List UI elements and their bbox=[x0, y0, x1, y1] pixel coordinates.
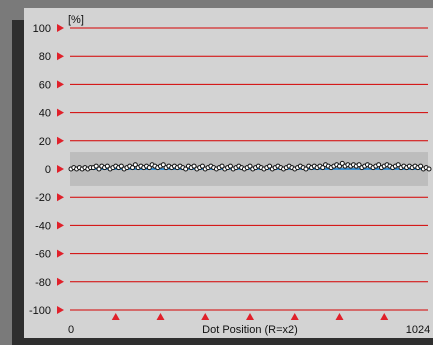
y-tick-marker bbox=[57, 193, 64, 202]
x-position-marker bbox=[246, 313, 254, 320]
y-tick-label: -80 bbox=[35, 277, 51, 289]
data-point bbox=[96, 166, 102, 172]
data-point bbox=[132, 162, 138, 168]
y-tick-marker bbox=[57, 136, 64, 145]
data-point bbox=[219, 163, 225, 169]
y-tick-marker bbox=[57, 80, 64, 89]
data-point bbox=[191, 163, 197, 169]
y-tick-label: 100 bbox=[33, 23, 51, 35]
data-point bbox=[395, 162, 401, 168]
y-tick-label: 40 bbox=[39, 108, 51, 120]
y-tick-label: 60 bbox=[39, 79, 51, 91]
x-position-marker bbox=[111, 313, 120, 320]
data-point bbox=[320, 165, 326, 171]
data-point bbox=[247, 163, 253, 169]
y-tick-marker bbox=[57, 277, 64, 286]
y-tick-marker bbox=[57, 24, 64, 32]
data-point bbox=[418, 163, 424, 169]
data-point bbox=[426, 166, 432, 172]
y-tick-marker bbox=[57, 221, 64, 230]
data-point bbox=[337, 163, 342, 169]
x-position-marker bbox=[156, 313, 165, 320]
data-point bbox=[118, 163, 124, 169]
data-point bbox=[160, 162, 166, 168]
y-tick-label: -40 bbox=[35, 220, 51, 232]
data-point bbox=[339, 160, 345, 166]
data-point bbox=[303, 166, 309, 172]
x-position-marker bbox=[201, 313, 210, 320]
data-point bbox=[199, 163, 205, 169]
data-point bbox=[146, 165, 152, 171]
y-tick-marker bbox=[57, 165, 64, 173]
data-point bbox=[267, 163, 273, 169]
y-tick-label: 20 bbox=[39, 136, 51, 148]
y-tick-marker bbox=[57, 306, 64, 314]
y-tick-marker bbox=[57, 108, 64, 117]
data-point bbox=[356, 162, 362, 168]
y-tick-label: -20 bbox=[35, 192, 51, 204]
x-axis-label: Dot Position (R=x2) bbox=[202, 324, 298, 336]
data-point bbox=[183, 166, 189, 172]
y-unit-label: [%] bbox=[68, 14, 84, 26]
y-tick-marker bbox=[57, 52, 64, 61]
x-position-marker bbox=[380, 313, 389, 320]
x-marker-layer bbox=[111, 313, 389, 320]
y-tick-label: 80 bbox=[39, 51, 51, 63]
y-tick-marker bbox=[57, 249, 64, 258]
point-layer bbox=[68, 160, 432, 172]
data-point bbox=[227, 163, 233, 169]
chart-panel: 100 80 60 40 20 0 -20 -40 -60 -80 -100 [%] 0 1024 … bbox=[24, 8, 433, 338]
y-tick-layer: 100 80 60 40 20 0 -20 -40 -60 -80 -100 bbox=[29, 23, 64, 317]
x-position-marker bbox=[335, 313, 344, 320]
x-position-marker bbox=[290, 313, 299, 320]
data-point bbox=[130, 165, 136, 171]
x-tick-label-end: 1024 bbox=[406, 324, 430, 336]
y-tick-label: -60 bbox=[35, 249, 51, 261]
x-tick-label-start: 0 bbox=[68, 324, 74, 336]
data-point bbox=[93, 163, 99, 169]
data-point bbox=[104, 163, 110, 169]
y-tick-label: -100 bbox=[29, 305, 51, 317]
y-tick-label: 0 bbox=[45, 164, 51, 176]
data-point bbox=[376, 162, 382, 168]
